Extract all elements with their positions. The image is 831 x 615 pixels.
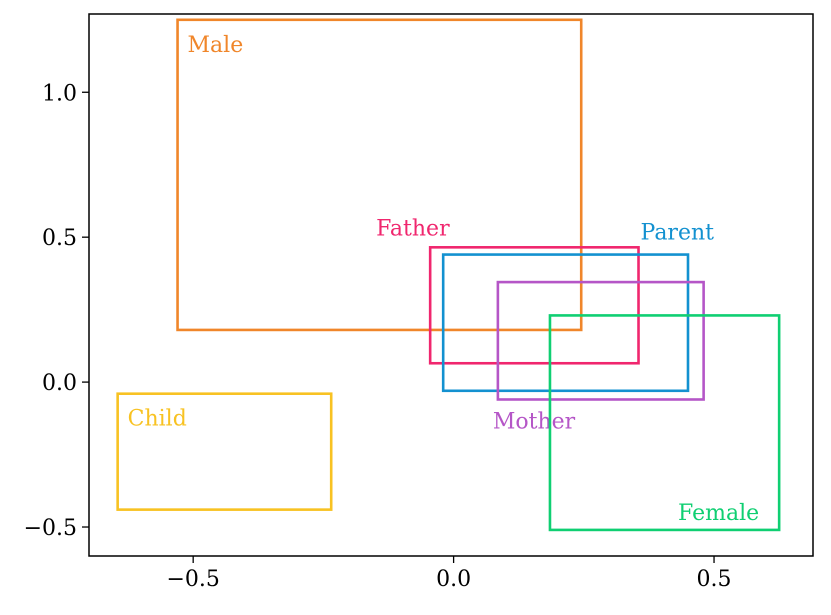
male-label: Male — [188, 33, 244, 58]
parent-box — [441, 253, 690, 393]
father-box — [428, 246, 640, 365]
y-tick-label: 0.0 — [42, 371, 77, 396]
male-box — [176, 18, 583, 332]
parent-label: Parent — [641, 221, 715, 246]
y-tick-label: 0.5 — [42, 226, 77, 251]
mother-label: Mother — [493, 409, 576, 434]
female-label: Female — [678, 501, 759, 526]
mother-box — [496, 280, 705, 401]
x-tick-label: 0.5 — [697, 567, 732, 592]
boxes-layer: Male Father Parent Mother Female Child — [116, 18, 781, 532]
plot-area — [88, 13, 814, 557]
y-tick-label: 1.0 — [42, 81, 77, 106]
father-label: Father — [376, 216, 450, 241]
axes-layer: −0.5 0.0 0.5 −0.5 0.0 0.5 1.0 — [24, 81, 732, 592]
x-tick-label: 0.0 — [436, 567, 471, 592]
child-box — [116, 392, 333, 511]
child-label: Child — [128, 407, 187, 432]
x-tick-label: −0.5 — [166, 567, 219, 592]
y-tick-label: −0.5 — [24, 516, 77, 541]
female-box — [548, 314, 781, 532]
